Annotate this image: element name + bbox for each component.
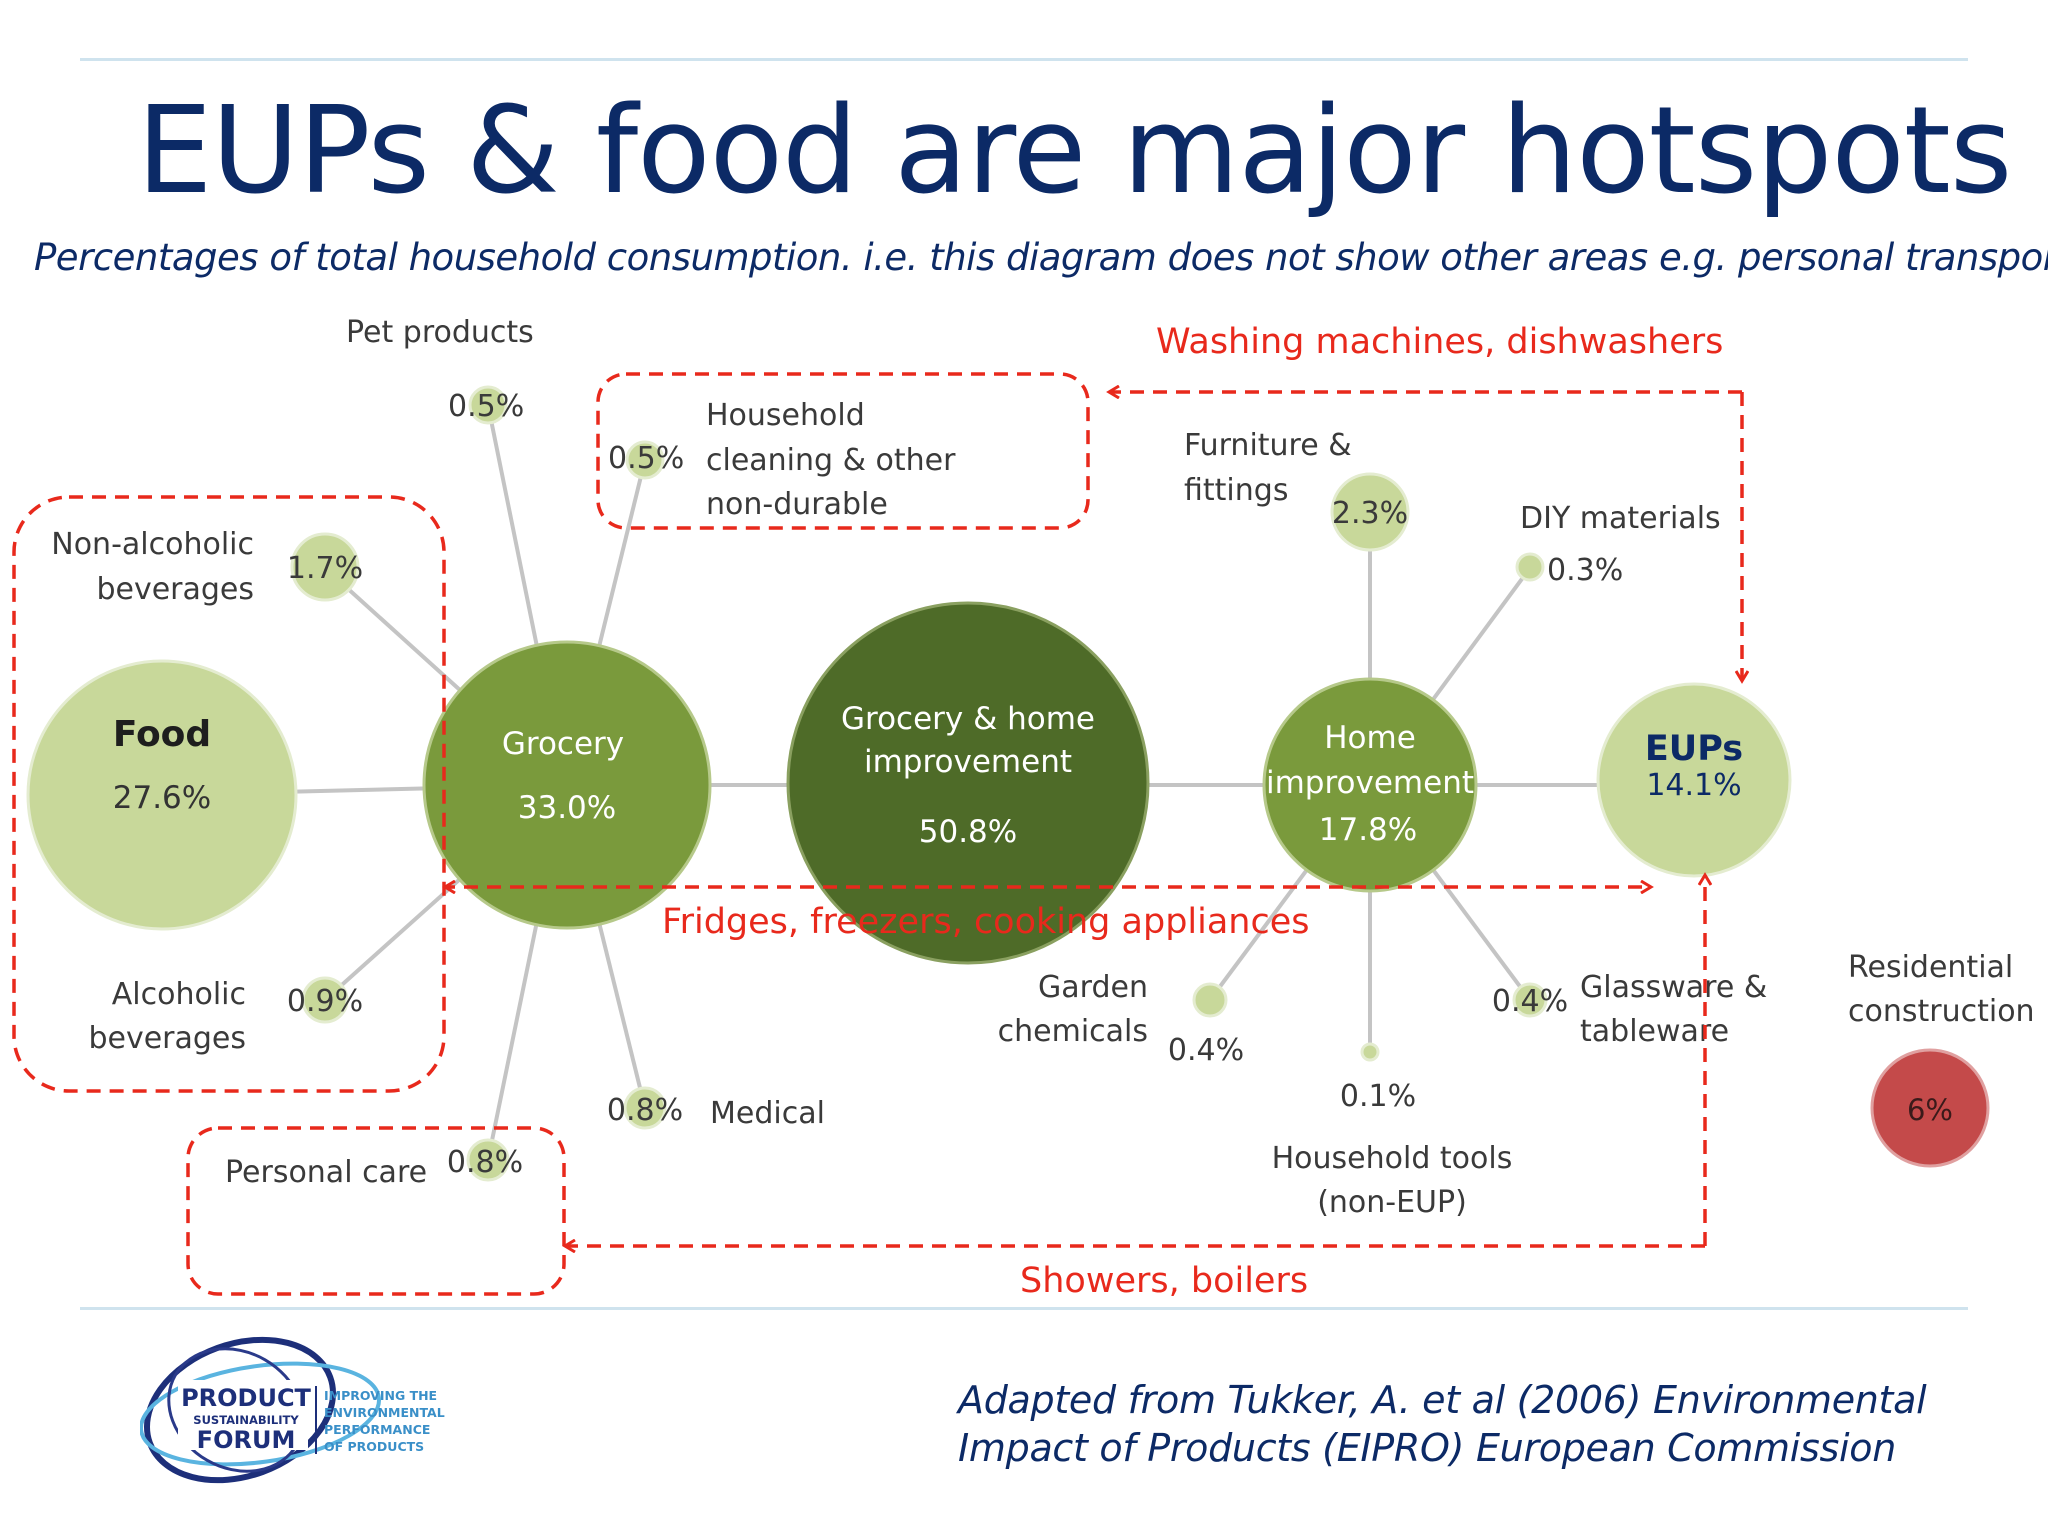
pet-products-bubble	[468, 385, 508, 425]
furniture-bubble	[1330, 472, 1410, 552]
logo-tag-line2: ENVIRONMENTAL	[324, 1405, 445, 1420]
eups-name: EUPs	[1645, 729, 1743, 769]
logo-ring-blue	[140, 1361, 382, 1467]
source-line2: Impact of Products (EIPRO) European Comm…	[958, 1426, 1897, 1470]
food-name: Food	[113, 714, 211, 755]
grocery-home-name-line2: improvement	[864, 744, 1072, 780]
source-citation: Adapted from Tukker, A. et al (2006) Env…	[958, 1376, 1927, 1472]
bottom-rule	[80, 1307, 1968, 1310]
alcoholic-label-line2: beverages	[88, 1021, 246, 1056]
diy-bubble	[1515, 552, 1545, 582]
logo-tag-line4: OF PRODUCTS	[324, 1439, 424, 1454]
home-improvement-value: 17.8%	[1319, 812, 1417, 848]
household-tools-bubble	[1360, 1042, 1380, 1062]
food-bubble	[26, 659, 298, 931]
medical-label: Medical	[710, 1096, 825, 1131]
top-rule	[80, 58, 1968, 61]
logo-word-product: PRODUCT	[181, 1384, 311, 1412]
furniture-label-line1: Furniture &	[1184, 428, 1352, 463]
grocery-name: Grocery	[502, 726, 624, 762]
page-subtitle: Percentages of total household consumpti…	[34, 236, 2048, 279]
household-cleaning-value: 0.5%	[608, 441, 684, 476]
alcoholic-label-line1: Alcoholic	[112, 977, 246, 1012]
grocery-bubble	[422, 640, 712, 930]
non-alcoholic-value: 1.7%	[287, 551, 363, 586]
source-line1: Adapted from Tukker, A. et al (2006) Env…	[958, 1378, 1927, 1422]
diy-label: DIY materials	[1520, 501, 1721, 536]
personal-care-group-box	[186, 1126, 566, 1296]
showers-annotation: Showers, boilers	[1020, 1261, 1308, 1301]
grocery-home-bubble	[786, 601, 1150, 965]
logo-tag-line1: IMPROVING THE	[324, 1388, 437, 1403]
household-cleaning-bubble	[625, 440, 665, 480]
medical-value: 0.8%	[607, 1093, 683, 1128]
home-improvement-name-line2: improvement	[1266, 765, 1474, 801]
fridges-annotation: Fridges, freezers, cooking appliances	[662, 902, 1310, 942]
grocery-home-name-line1: Grocery & home	[841, 701, 1095, 737]
home-improvement-bubble	[1262, 677, 1478, 893]
garden-value: 0.4%	[1168, 1033, 1244, 1068]
household-cleaning-label-line3: non-durable	[706, 487, 888, 522]
eups-value: 14.1%	[1646, 768, 1741, 803]
alcoholic-bubble	[301, 976, 349, 1024]
garden-label-line1: Garden	[1038, 970, 1148, 1005]
food-value: 27.6%	[113, 780, 211, 816]
pet-products-value: 0.5%	[448, 389, 524, 424]
household-cleaning-label-line1: Household	[706, 398, 865, 433]
product-sustainability-forum-logo: PRODUCT SUSTAINABILITY FORUM IMPROVING T…	[140, 1336, 445, 1484]
washing-annotation: Washing machines, dishwashers	[1156, 322, 1723, 362]
home-improvement-name-line1: Home	[1324, 720, 1416, 756]
household-tools-label-line2: (non-EUP)	[1317, 1185, 1467, 1220]
page-title: EUPs & food are major hotspots	[136, 82, 2013, 221]
non-alcoholic-label-line1: Non-alcoholic	[51, 527, 254, 562]
eups-bubble	[1596, 682, 1792, 878]
residential-label-line1: Residential	[1848, 950, 2013, 985]
household-tools-value: 0.1%	[1340, 1079, 1416, 1114]
medical-bubble	[623, 1086, 667, 1130]
logo-tag-line3: PERFORMANCE	[324, 1422, 430, 1437]
glassware-bubble	[1512, 982, 1548, 1018]
non-alcoholic-bubble	[290, 532, 360, 602]
personal-care-bubble	[466, 1138, 510, 1182]
logo-word-forum: FORUM	[197, 1426, 296, 1454]
logo-word-sustainability: SUSTAINABILITY	[193, 1413, 299, 1427]
garden-label-line2: chemicals	[998, 1014, 1148, 1049]
household-cleaning-label-line2: cleaning & other	[706, 443, 956, 478]
furniture-value: 2.3%	[1332, 496, 1408, 531]
personal-care-label: Personal care	[225, 1155, 427, 1190]
non-alcoholic-label-line2: beverages	[96, 572, 254, 607]
grocery-value: 33.0%	[518, 790, 616, 826]
residential-label-line2: construction	[1848, 994, 2035, 1029]
household-tools-label-line1: Household tools	[1272, 1141, 1513, 1176]
glassware-label-line1: Glassware &	[1580, 970, 1767, 1005]
cleaning-group-box	[596, 372, 1090, 530]
glassware-value: 0.4%	[1492, 984, 1568, 1019]
alcoholic-value: 0.9%	[287, 984, 363, 1019]
personal-care-value: 0.8%	[447, 1145, 523, 1180]
hotspot-diagram: Food 27.6% Grocery 33.0% Grocery & home …	[12, 315, 2035, 1301]
furniture-label-line2: fittings	[1184, 473, 1288, 508]
logo-backdrop	[178, 1380, 308, 1450]
grocery-home-value: 50.8%	[919, 814, 1017, 850]
diy-value: 0.3%	[1547, 553, 1623, 588]
residential-value: 6%	[1907, 1093, 1953, 1127]
food-group-box	[12, 495, 446, 1093]
residential-bubble	[1870, 1048, 1990, 1168]
garden-bubble	[1192, 982, 1228, 1018]
pet-products-label: Pet products	[346, 315, 534, 350]
